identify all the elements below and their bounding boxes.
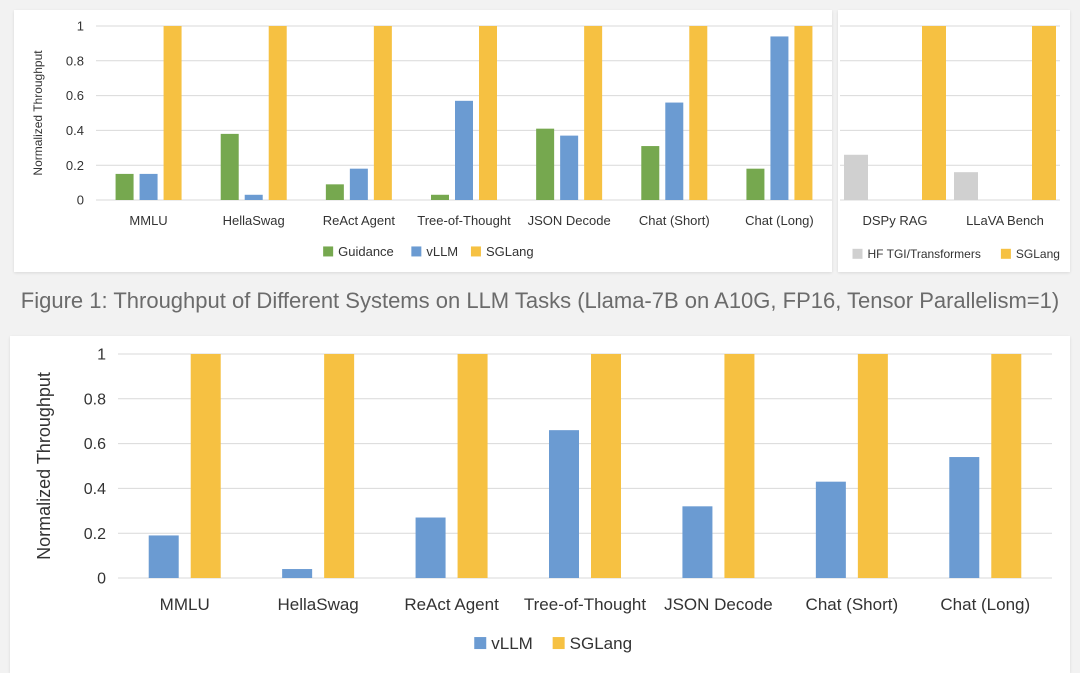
legend-label-sglang: SGLang (486, 244, 534, 259)
x-category-label: MMLU (129, 213, 167, 228)
chart-svg-system-comparison: 0 0.2 0.4 0.6 0.8 1 Normalized Throughput MMLU H… (31, 19, 832, 259)
y-tick-label: 0.6 (84, 436, 106, 453)
bar-guidance-mmlu (115, 173, 134, 200)
bar-sglang-tree-of-thought (479, 26, 497, 200)
bar-sglang-chat-short (857, 354, 888, 578)
bar-sglang-tree-of-thought (591, 354, 621, 578)
legend-swatch-sglang (470, 246, 481, 257)
chart-panel-multimodal-comparison: DSPy RAG LLaVA Bench HF TGI/Transformers SG… (838, 10, 1070, 272)
chart-svg-multimodal-comparison: DSPy RAG LLaVA Bench HF TGI/Transformers SG… (840, 25, 1060, 261)
chart-svg-vllm-comparison: 0 0.2 0.4 0.6 0.8 1 Normalized Throughput MMLU H… (34, 347, 1052, 653)
bar-sglang-react-agent (457, 354, 488, 578)
bar-guidance-react-agent (325, 184, 344, 200)
bar-sglang-react-agent (373, 26, 392, 200)
bar-vllm-mmlu (139, 173, 158, 200)
legend-label-vllm: vLLM (491, 634, 533, 653)
bar-guidance-chat-short (641, 146, 660, 200)
bar-vllm-hellaswag (244, 194, 263, 200)
chart-panel-vllm-comparison: 0 0.2 0.4 0.6 0.8 1 Normalized Throughput MMLU H… (10, 336, 1070, 673)
bar-sglang-json-decode (724, 354, 755, 578)
legend-label-vllm: vLLM (426, 244, 458, 259)
x-category-label: Tree-of-Thought (524, 595, 646, 614)
bar-sglang-hellaswag (324, 354, 355, 578)
legend-label-sglang: SGLang (570, 634, 632, 653)
bar-vllm-tree-of-thought (455, 100, 473, 200)
bar-vllm-chat-short (665, 102, 684, 200)
bar-guidance-json-decode (536, 128, 555, 200)
legend: vLLM SGLang (474, 634, 632, 653)
legend-swatch-guidance (323, 246, 334, 257)
bar-sglang-chat-long (991, 354, 1022, 578)
bar-vllm-chat-long (770, 36, 789, 200)
y-tick-label: 1 (97, 347, 106, 364)
bar-sglang-hellaswag (268, 26, 287, 200)
bar-vllm-chat-long (949, 457, 980, 578)
legend: Guidance vLLM SGLang (323, 244, 534, 259)
y-axis-label: Normalized Throughput (31, 50, 45, 176)
legend-swatch-hf-tgi-transformers (852, 248, 863, 259)
bar-sglang-chat-short (689, 26, 708, 200)
x-category-label: Chat (Long) (940, 595, 1030, 614)
bar-vllm-tree-of-thought (549, 430, 579, 578)
chart-panel-system-comparison: 0 0.2 0.4 0.6 0.8 1 Normalized Throughput MMLU H… (14, 10, 832, 272)
bar-guidance-hellaswag (220, 133, 239, 200)
bar-vllm-react-agent (349, 168, 368, 200)
legend-label-guidance: Guidance (338, 244, 394, 259)
y-tick-label: 0.2 (84, 526, 106, 543)
x-category-label: LLaVA Bench (966, 213, 1044, 228)
bar-hf-tgi-transformers-llava-bench (954, 172, 978, 200)
x-category-label: ReAct Agent (323, 213, 396, 228)
x-category-label: Chat (Short) (639, 213, 710, 228)
y-tick-label: 0.8 (84, 391, 106, 408)
y-tick-label: 0.8 (66, 53, 84, 68)
y-tick-label: 1 (77, 19, 84, 34)
y-tick-label: 0.2 (66, 158, 84, 173)
x-category-label: DSPy RAG (862, 213, 927, 228)
y-tick-label: 0.4 (84, 481, 106, 498)
x-category-label: JSON Decode (528, 213, 611, 228)
bar-vllm-hellaswag (282, 569, 313, 578)
x-category-label: Chat (Short) (806, 595, 899, 614)
legend-swatch-vllm (474, 637, 487, 650)
legend-swatch-sglang (1000, 248, 1011, 259)
legend-swatch-sglang (552, 637, 565, 650)
x-category-label: ReAct Agent (404, 595, 499, 614)
x-category-label: HellaSwag (223, 213, 285, 228)
x-category-label: MMLU (160, 595, 210, 614)
bar-vllm-chat-short (815, 481, 846, 578)
legend-swatch-vllm (411, 246, 422, 257)
bar-sglang-json-decode (584, 26, 603, 200)
y-tick-label: 0 (97, 571, 106, 588)
bar-sglang-mmlu (163, 26, 182, 200)
bar-vllm-mmlu (148, 535, 179, 578)
bar-sglang-chat-long (794, 26, 813, 200)
y-tick-label: 0 (77, 193, 84, 208)
bar-guidance-tree-of-thought (431, 194, 449, 200)
bar-vllm-json-decode (682, 506, 713, 578)
legend-label-sglang: SGLang (1016, 247, 1060, 261)
bar-vllm-react-agent (415, 517, 446, 578)
bar-guidance-chat-long (746, 168, 765, 200)
x-category-label: JSON Decode (664, 595, 773, 614)
bar-sglang-llava-bench (1032, 26, 1056, 200)
x-category-label: Tree-of-Thought (417, 213, 511, 228)
x-category-label: HellaSwag (278, 595, 359, 614)
bar-vllm-json-decode (560, 135, 579, 200)
legend-label-hf-tgi-transformers: HF TGI/Transformers (868, 247, 981, 261)
bar-sglang-dspy-rag (922, 26, 946, 200)
y-axis-label: Normalized Throughput (34, 372, 54, 560)
legend: HF TGI/Transformers SGLang (852, 247, 1060, 261)
x-category-label: Chat (Long) (745, 213, 814, 228)
bar-sglang-mmlu (190, 354, 221, 578)
y-tick-label: 0.4 (66, 123, 84, 138)
y-tick-label: 0.6 (66, 88, 84, 103)
figure-caption: Figure 1: Throughput of Different System… (20, 288, 1060, 313)
bar-hf-tgi-transformers-dspy-rag (844, 154, 868, 200)
